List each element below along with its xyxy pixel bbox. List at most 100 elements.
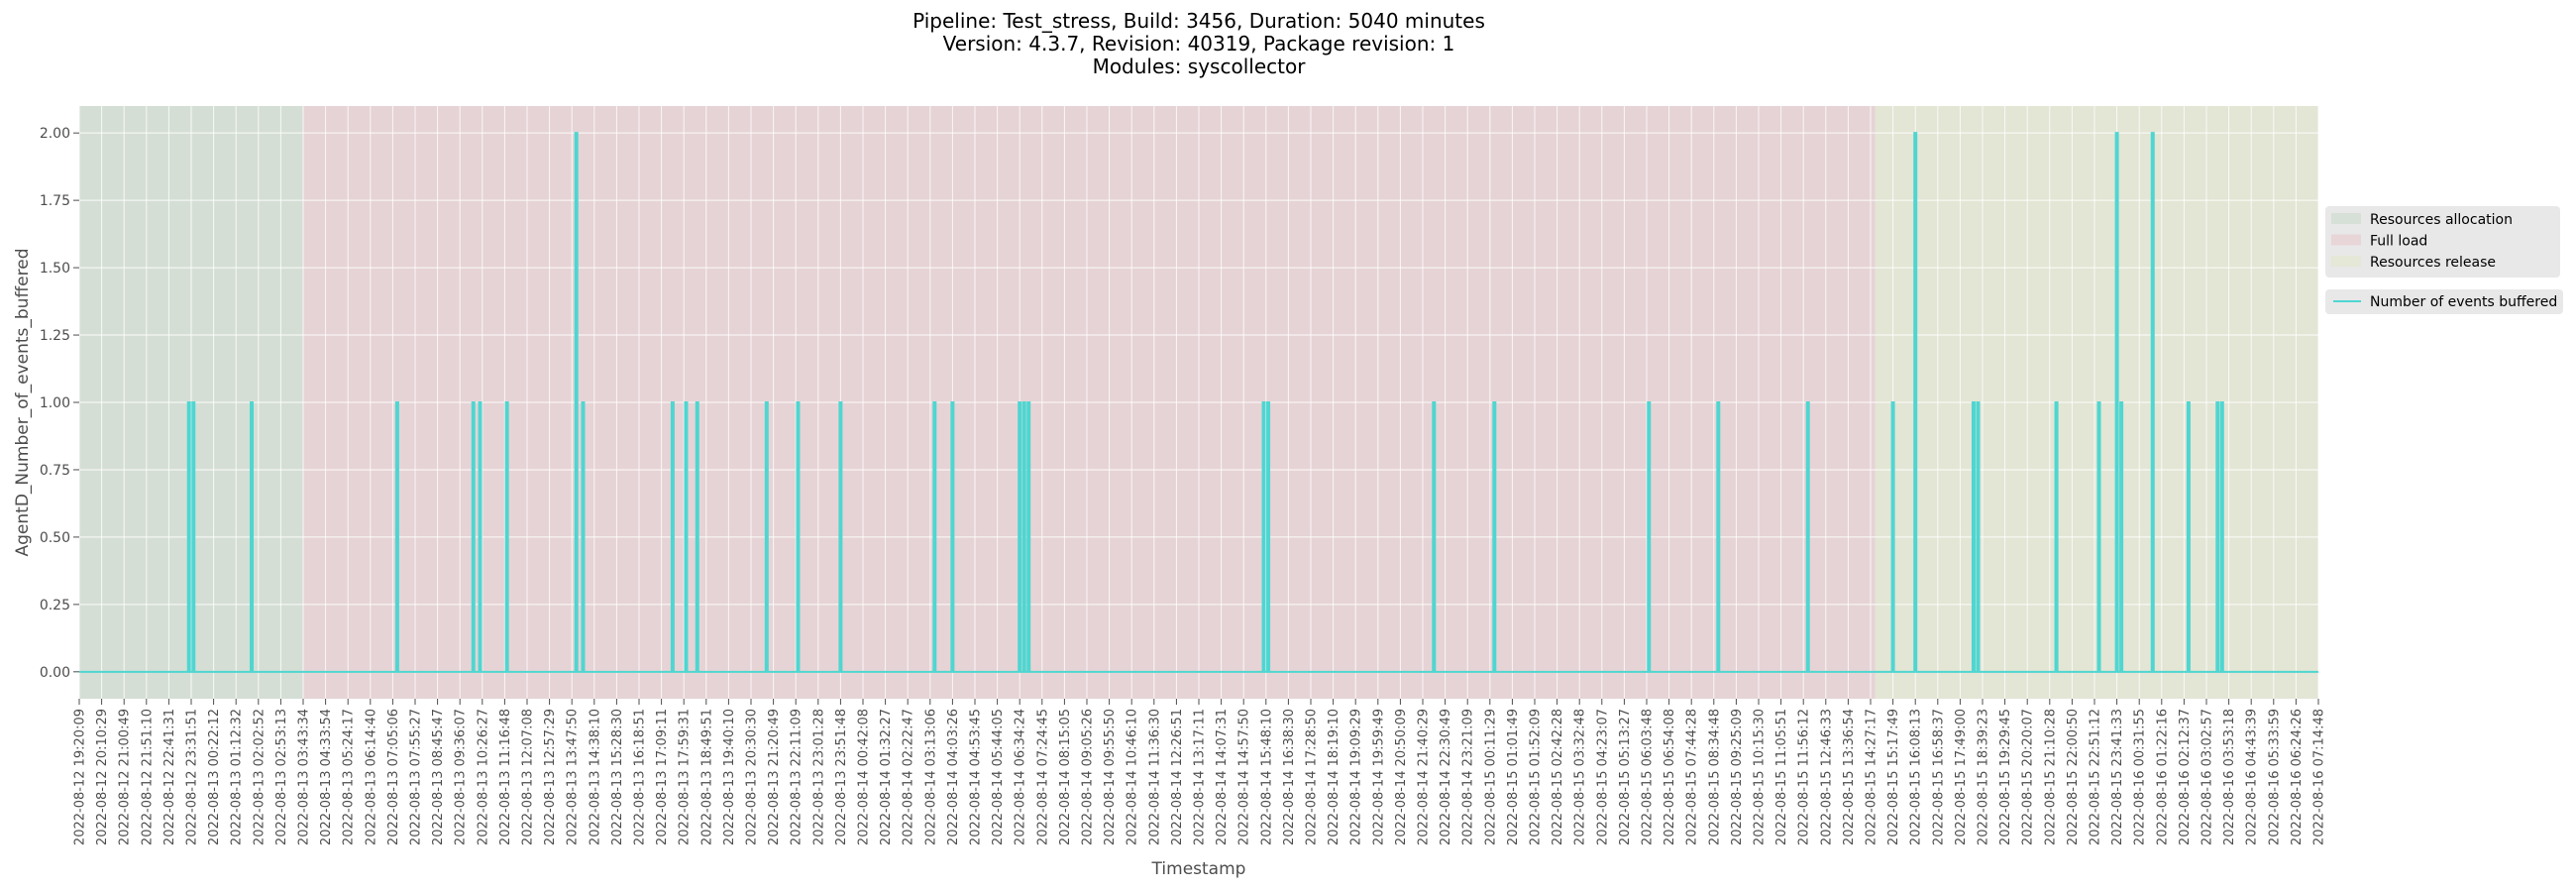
x-tick-label: 2022-08-13 06:14:40 — [364, 709, 378, 845]
title-line-2: Version: 4.3.7, Revision: 40319, Package… — [942, 32, 1455, 56]
x-tick-label: 2022-08-12 21:00:49 — [118, 709, 133, 845]
legend-label: Number of events buffered — [2370, 294, 2557, 310]
x-tick-label: 2022-08-13 09:36:07 — [454, 709, 469, 845]
x-tick-label: 2022-08-14 22:30:49 — [1439, 709, 1453, 845]
x-tick-label: 2022-08-15 22:00:50 — [2066, 709, 2081, 845]
x-tick-label: 2022-08-14 16:38:30 — [1282, 709, 1297, 845]
grid-lines — [78, 106, 2319, 699]
x-tick-label: 2022-08-14 19:09:29 — [1349, 709, 1364, 845]
x-tick-label: 2022-08-15 04:23:07 — [1595, 709, 1610, 845]
x-tick-label: 2022-08-14 07:24:45 — [1035, 709, 1050, 845]
x-tick-label: 2022-08-14 11:36:30 — [1147, 709, 1162, 845]
x-tick-label: 2022-08-13 17:09:11 — [655, 709, 670, 845]
legend-regions: Resources allocation Full load Resources r… — [2325, 206, 2560, 278]
x-tick-label: 2022-08-14 04:03:26 — [946, 709, 961, 845]
x-tick-label: 2022-08-14 23:21:09 — [1461, 709, 1476, 845]
x-axis-ticks: 2022-08-12 19:20:09 2022-08-12 20:10:29 20… — [73, 699, 2327, 845]
x-tick-label: 2022-08-13 23:51:48 — [834, 709, 849, 845]
y-tick-label: 0.75 — [40, 463, 70, 479]
x-tick-label: 2022-08-14 20:50:09 — [1394, 709, 1409, 845]
x-tick-label: 2022-08-14 15:48:10 — [1259, 709, 1274, 845]
x-tick-label: 2022-08-15 20:20:07 — [2021, 709, 2036, 845]
x-tick-label: 2022-08-15 03:32:48 — [1573, 709, 1588, 845]
x-tick-label: 2022-08-15 16:08:13 — [1909, 709, 1924, 845]
x-tick-label: 2022-08-15 23:41:33 — [2110, 709, 2125, 845]
x-tick-label: 2022-08-14 04:53:45 — [969, 709, 984, 845]
x-tick-label: 2022-08-12 20:10:29 — [95, 709, 110, 845]
x-tick-label: 2022-08-16 04:43:39 — [2245, 709, 2260, 845]
x-tick-label: 2022-08-15 21:10:28 — [2043, 709, 2058, 845]
legend-label: Full load — [2370, 234, 2427, 250]
y-tick-label: 1.25 — [40, 328, 70, 344]
x-tick-label: 2022-08-14 06:34:24 — [1014, 709, 1028, 845]
x-tick-label: 2022-08-15 13:36:54 — [1842, 709, 1857, 845]
x-tick-label: 2022-08-15 18:39:23 — [1977, 709, 1991, 845]
x-tick-label: 2022-08-16 02:12:37 — [2178, 709, 2193, 845]
x-tick-label: 2022-08-15 05:13:27 — [1618, 709, 1633, 845]
x-tick-label: 2022-08-15 11:05:51 — [1774, 709, 1789, 845]
x-tick-label: 2022-08-14 03:13:06 — [923, 709, 938, 845]
x-tick-label: 2022-08-13 03:43:34 — [297, 709, 312, 845]
x-tick-label: 2022-08-13 22:11:09 — [790, 709, 805, 845]
x-tick-label: 2022-08-12 23:31:51 — [185, 709, 200, 845]
legend-lines: Number of events buffered — [2325, 289, 2563, 314]
x-tick-label: 2022-08-16 06:24:26 — [2290, 709, 2305, 845]
x-tick-label: 2022-08-14 14:57:50 — [1237, 709, 1252, 845]
x-tick-label: 2022-08-13 15:28:30 — [610, 709, 625, 845]
y-axis-ticks: 0.00 0.25 0.50 0.75 1.00 1.25 1.50 1.75 2.00 — [40, 126, 79, 681]
x-tick-label: 2022-08-15 00:11:29 — [1483, 709, 1498, 845]
x-tick-label: 2022-08-13 07:05:06 — [386, 709, 401, 845]
x-tick-label: 2022-08-13 21:20:49 — [767, 709, 782, 845]
x-tick-label: 2022-08-16 01:22:16 — [2155, 709, 2170, 845]
legend-box-regions — [2325, 206, 2560, 278]
x-tick-label: 2022-08-16 05:33:59 — [2267, 709, 2282, 845]
x-tick-label: 2022-08-16 03:53:18 — [2222, 709, 2237, 845]
x-tick-label: 2022-08-14 05:44:05 — [991, 709, 1006, 845]
x-tick-label: 2022-08-14 19:59:49 — [1371, 709, 1386, 845]
x-tick-label: 2022-08-15 15:17:49 — [1886, 709, 1901, 845]
x-tick-label: 2022-08-13 20:30:30 — [745, 709, 760, 845]
legend-swatch — [2331, 213, 2361, 224]
x-tick-label: 2022-08-14 18:19:10 — [1327, 709, 1342, 845]
x-tick-label: 2022-08-16 00:31:55 — [2133, 709, 2148, 845]
x-tick-label: 2022-08-15 10:15:30 — [1753, 709, 1768, 845]
x-tick-label: 2022-08-14 01:32:27 — [879, 709, 894, 845]
x-tick-label: 2022-08-14 17:28:50 — [1305, 709, 1320, 845]
title-line-3: Modules: syscollector — [1092, 55, 1306, 78]
y-tick-label: 1.00 — [40, 395, 70, 411]
x-tick-label: 2022-08-13 12:07:08 — [521, 709, 536, 845]
x-tick-label: 2022-08-15 17:49:00 — [1954, 709, 1969, 845]
x-tick-label: 2022-08-13 05:24:17 — [342, 709, 357, 845]
x-tick-label: 2022-08-13 01:12:32 — [230, 709, 245, 845]
legend-label: Resources release — [2370, 255, 2496, 271]
x-tick-label: 2022-08-16 07:14:48 — [2312, 709, 2327, 845]
x-tick-label: 2022-08-13 02:53:13 — [274, 709, 289, 845]
x-tick-label: 2022-08-15 06:54:08 — [1663, 709, 1677, 845]
x-tick-label: 2022-08-14 08:15:05 — [1058, 709, 1073, 845]
legend-swatch — [2331, 256, 2361, 267]
x-tick-label: 2022-08-13 16:18:51 — [633, 709, 648, 845]
y-tick-label: 0.00 — [40, 665, 70, 681]
x-tick-label: 2022-08-15 22:51:12 — [2089, 709, 2103, 845]
x-tick-label: 2022-08-15 01:52:09 — [1529, 709, 1544, 845]
series-lines — [79, 132, 2318, 673]
x-tick-label: 2022-08-14 21:40:29 — [1417, 709, 1432, 845]
x-tick-label: 2022-08-15 12:46:33 — [1819, 709, 1834, 845]
chart-title: Pipeline: Test_stress, Build: 3456, Dura… — [0, 10, 2398, 78]
y-tick-label: 0.25 — [40, 598, 70, 613]
x-tick-label: 2022-08-13 02:02:52 — [252, 709, 267, 845]
x-tick-label: 2022-08-14 00:42:08 — [857, 709, 872, 845]
x-axis-label: Timestamp — [1151, 859, 1246, 879]
x-tick-label: 2022-08-15 08:34:48 — [1707, 709, 1722, 845]
y-tick-label: 0.50 — [40, 530, 70, 546]
x-tick-label: 2022-08-15 14:27:17 — [1865, 709, 1879, 845]
x-tick-label: 2022-08-14 13:17:11 — [1193, 709, 1208, 845]
x-tick-label: 2022-08-15 11:56:12 — [1797, 709, 1812, 845]
x-tick-label: 2022-08-13 11:16:48 — [498, 709, 513, 845]
x-tick-label: 2022-08-15 01:01:49 — [1506, 709, 1521, 845]
x-tick-label: 2022-08-13 12:57:29 — [543, 709, 558, 845]
x-tick-label: 2022-08-14 09:55:50 — [1103, 709, 1118, 845]
legend-box-lines — [2325, 289, 2563, 314]
x-tick-label: 2022-08-13 04:33:54 — [319, 709, 334, 845]
